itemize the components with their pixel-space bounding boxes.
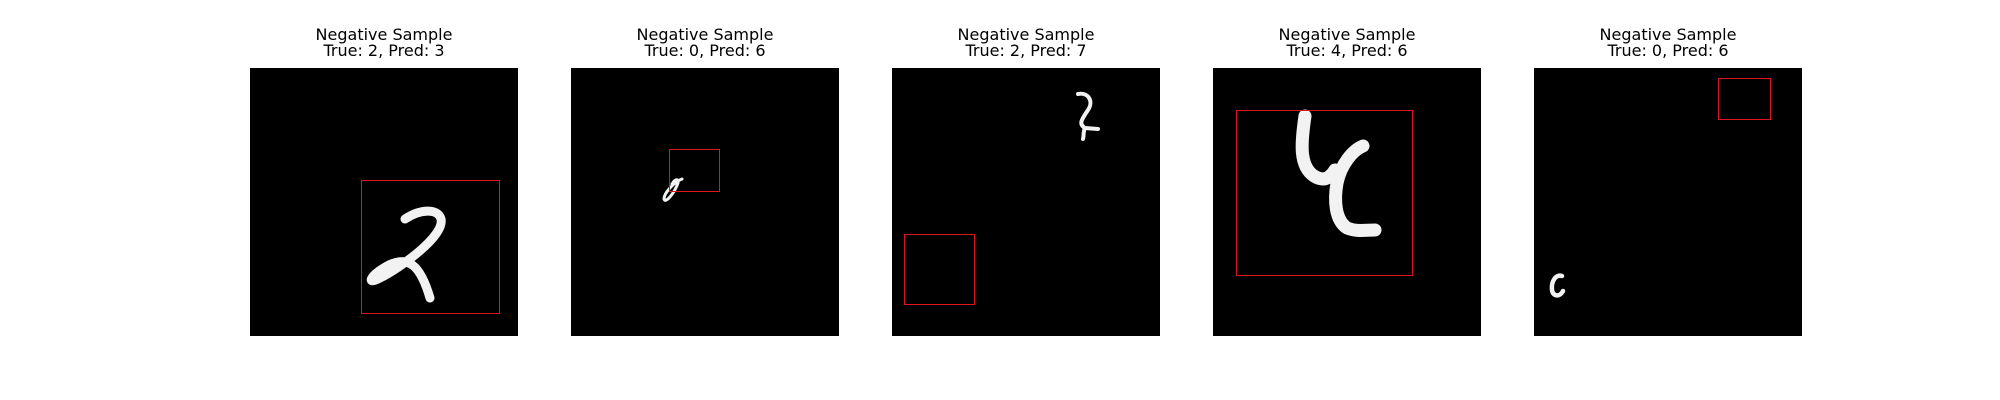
panel-title: Negative Sample True: 0, Pred: 6 — [531, 27, 879, 59]
digit-image — [1213, 68, 1481, 336]
panel-title: Negative Sample True: 2, Pred: 7 — [852, 27, 1200, 59]
sample-panel-3: Negative Sample True: 2, Pred: 7 — [892, 0, 1160, 340]
sample-panel-4: Negative Sample True: 4, Pred: 6 — [1213, 0, 1481, 340]
prediction-box — [361, 180, 500, 314]
digit-0-glyph — [662, 177, 684, 202]
subtitle-line: True: 0, Pred: 6 — [644, 41, 766, 60]
title-line: Negative Sample — [1278, 25, 1416, 44]
prediction-box — [904, 234, 975, 305]
digit-image — [892, 68, 1160, 336]
title-line: Negative Sample — [315, 25, 453, 44]
digit-4-glyph — [1295, 109, 1382, 237]
digit-image — [250, 68, 518, 336]
prediction-box — [669, 149, 720, 192]
title-line: Negative Sample — [957, 25, 1095, 44]
digit-2-glyph — [366, 206, 446, 303]
subtitle-line: True: 2, Pred: 7 — [965, 41, 1087, 60]
title-line: Negative Sample — [636, 25, 774, 44]
sample-panel-1: Negative Sample True: 2, Pred: 3 — [250, 0, 518, 340]
sample-panel-5: Negative Sample True: 0, Pred: 6 — [1534, 0, 1802, 340]
digit-image — [1534, 68, 1802, 336]
panel-title: Negative Sample True: 0, Pred: 6 — [1494, 27, 1842, 59]
digit-2-glyph — [1076, 91, 1100, 141]
digit-0-glyph — [1549, 273, 1566, 298]
digit-image — [571, 68, 839, 336]
subtitle-line: True: 2, Pred: 3 — [323, 41, 445, 60]
prediction-box — [1236, 110, 1413, 276]
panel-title: Negative Sample True: 4, Pred: 6 — [1173, 27, 1521, 59]
title-line: Negative Sample — [1599, 25, 1737, 44]
prediction-box — [1718, 78, 1771, 120]
subtitle-line: True: 0, Pred: 6 — [1607, 41, 1729, 60]
panel-title: Negative Sample True: 2, Pred: 3 — [210, 27, 558, 59]
subtitle-line: True: 4, Pred: 6 — [1286, 41, 1408, 60]
sample-panel-2: Negative Sample True: 0, Pred: 6 — [571, 0, 839, 340]
